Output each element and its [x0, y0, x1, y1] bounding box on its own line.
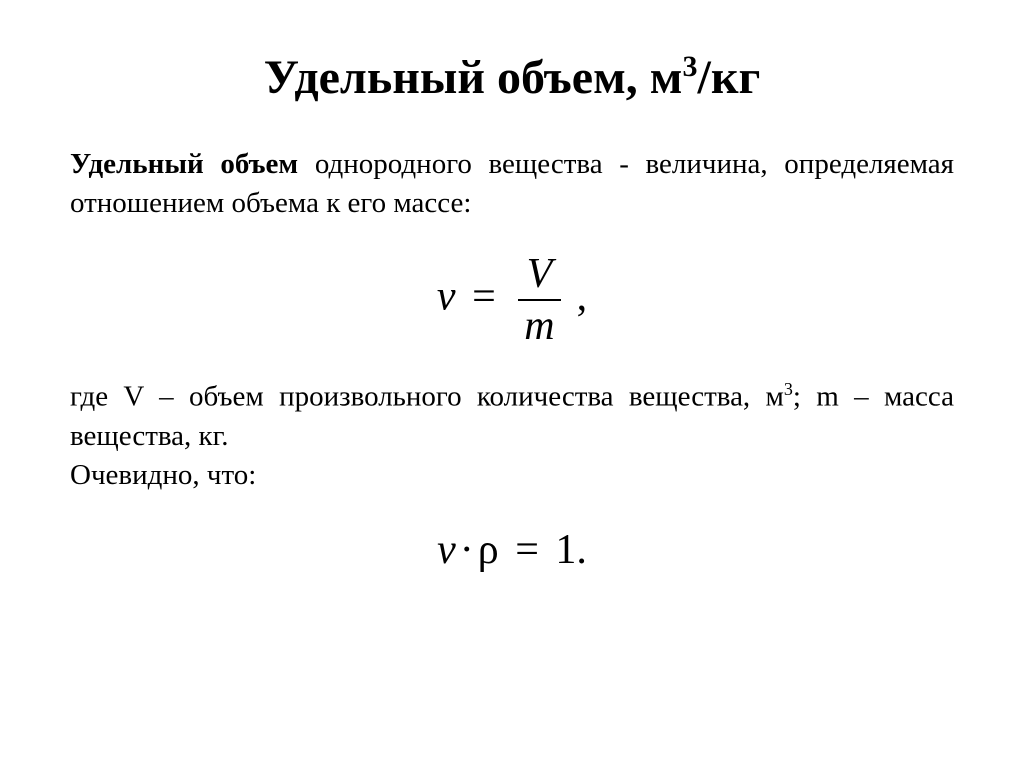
formula-main-block: v = V m ,	[70, 253, 954, 347]
formula-lhs: v	[437, 274, 456, 320]
formula-fraction: V m	[518, 253, 560, 347]
formula-relation-dot: ·	[460, 527, 474, 573]
obvious-line: Очевидно, что:	[70, 456, 954, 495]
explanation-paragraph: где V – объем произвольного количества в…	[70, 377, 954, 456]
title-exponent: 3	[682, 50, 697, 83]
formula-equals: =	[472, 274, 496, 320]
explanation-exponent: 3	[784, 379, 793, 399]
title-text-before: Удельный объем, м	[264, 51, 683, 104]
formula-numerator: V	[518, 253, 560, 301]
formula-relation-v: v	[437, 527, 456, 573]
explanation-before: где V – объем произвольного количества в…	[70, 381, 784, 413]
page-title: Удельный объем, м3/кг	[70, 50, 954, 105]
formula-trailing-comma: ,	[577, 274, 588, 320]
slide: Удельный объем, м3/кг Удельный объем одн…	[0, 0, 1024, 767]
definition-paragraph: Удельный объем однородного вещества - ве…	[70, 145, 954, 223]
formula-relation-period: .	[576, 527, 587, 573]
formula-relation-equals: =	[515, 527, 539, 573]
definition-term: Удельный объем	[70, 148, 298, 180]
formula-relation-rho: ρ	[478, 527, 499, 573]
formula-relation-rhs: 1	[555, 527, 576, 573]
title-text-after: /кг	[697, 51, 760, 104]
formula-main: v = V m	[437, 253, 567, 347]
formula-relation: v·ρ = 1.	[437, 527, 587, 573]
formula-relation-block: v·ρ = 1.	[70, 526, 954, 574]
formula-denominator: m	[518, 301, 560, 347]
